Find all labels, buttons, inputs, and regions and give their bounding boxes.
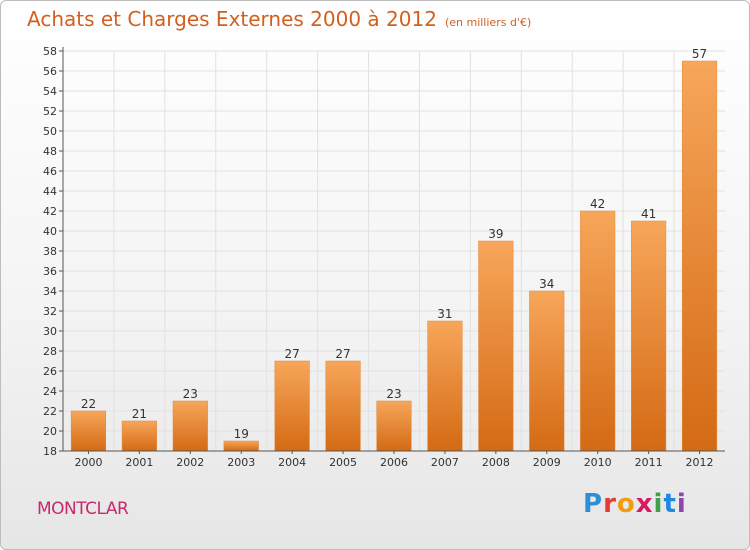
y-tick-label: 34 [43,285,57,298]
bar-value-label: 39 [488,227,503,241]
y-tick-label: 24 [43,385,57,398]
x-tick-label: 2005 [329,456,357,469]
bar-2001 [121,420,157,452]
y-tick-label: 48 [43,145,57,158]
bar-2004 [274,360,310,452]
x-tick-label: 2008 [482,456,510,469]
bar-2006 [376,400,412,452]
bar-2005 [325,360,361,452]
y-tick-label: 56 [43,65,57,78]
y-tick-label: 32 [43,305,57,318]
bar-value-label: 22 [81,397,96,411]
y-tick-label: 30 [43,325,57,338]
x-tick-label: 2001 [125,456,153,469]
bar-2009 [529,290,565,452]
bar-2003 [223,440,259,452]
y-tick-label: 52 [43,105,57,118]
chart-subtitle: (en milliers d'€) [444,16,532,29]
y-tick-label: 38 [43,245,57,258]
x-tick-label: 2006 [380,456,408,469]
bar-2002 [172,400,208,452]
town-name: MONTCLAR [37,499,129,519]
bars: 22 21 23 19 27 27 23 31 39 34 42 41 57 [70,47,718,452]
y-tick-label: 54 [43,85,57,98]
x-tick-label: 2007 [431,456,459,469]
bar-value-label: 23 [183,387,198,401]
bar-value-label: 41 [641,207,656,221]
x-tick-label: 2002 [176,456,204,469]
x-tick-label: 2000 [74,456,102,469]
bar-value-label: 23 [386,387,401,401]
bar-value-label: 19 [234,427,249,441]
chart-title: Achats et Charges Externes 2000 à 2012 (e… [27,7,531,31]
bar-value-label: 57 [692,47,707,61]
bar-value-label: 21 [132,407,147,421]
y-tick-label: 42 [43,205,57,218]
bar-2011 [631,220,667,452]
axes: 18 20 22 24 26 28 30 32 34 36 38 40 42 44 46 48 50 52 54 56… [43,45,725,469]
bar-2000 [70,410,107,452]
bar-value-label: 42 [590,197,605,211]
bar-2007 [427,320,463,452]
x-tick-label: 2003 [227,456,255,469]
proxiti-logo: Proxiti [583,489,687,519]
bar-2010 [580,210,616,452]
y-tick-label: 26 [43,365,57,378]
y-tick-label: 18 [43,445,57,458]
y-tick-label: 58 [43,45,57,58]
x-tick-label: 2011 [635,456,663,469]
x-tick-label: 2009 [533,456,561,469]
y-tick-label: 36 [43,265,57,278]
bar-value-label: 31 [437,307,452,321]
x-tick-label: 2012 [686,456,714,469]
y-tick-label: 44 [43,185,57,198]
bar-value-label: 27 [285,347,300,361]
bar-value-label: 27 [335,347,350,361]
x-tick-label: 2010 [584,456,612,469]
bar-2008 [478,240,514,452]
y-tick-label: 46 [43,165,57,178]
chart-title-text: Achats et Charges Externes 2000 à 2012 [27,7,437,31]
y-tick-label: 50 [43,125,57,138]
x-tick-label: 2004 [278,456,306,469]
y-tick-label: 22 [43,405,57,418]
y-tick-label: 40 [43,225,57,238]
y-tick-label: 20 [43,425,57,438]
bar-2012 [681,60,718,452]
bar-value-label: 34 [539,277,554,291]
y-tick-label: 28 [43,345,57,358]
